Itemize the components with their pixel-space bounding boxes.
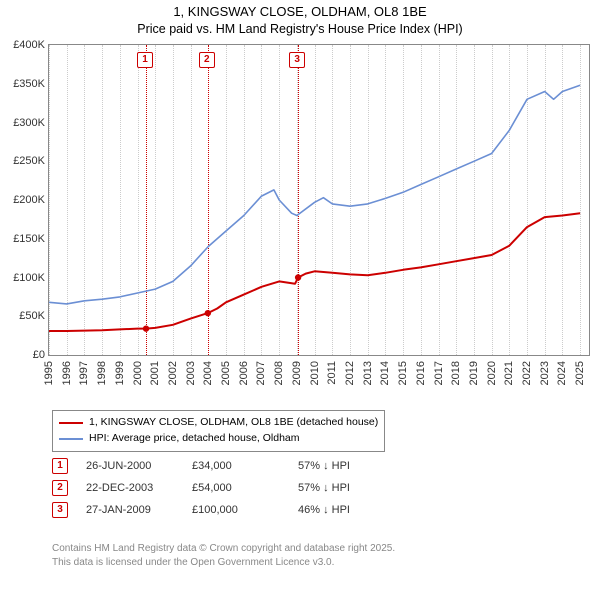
sale-point (295, 274, 301, 280)
chart-title: 1, KINGSWAY CLOSE, OLDHAM, OL8 1BE Price… (0, 0, 600, 37)
event-marker-badge: 1 (137, 52, 153, 68)
x-tick-label: 2025 (574, 361, 586, 385)
event-badge: 3 (52, 502, 68, 518)
x-tick-label: 2020 (486, 361, 498, 385)
event-row: 3 27-JAN-2009 £100,000 46% ↓ HPI (52, 502, 386, 518)
legend-row: 1, KINGSWAY CLOSE, OLDHAM, OL8 1BE (deta… (59, 415, 378, 431)
x-tick-label: 2023 (539, 361, 551, 385)
sale-point (205, 310, 211, 316)
legend: 1, KINGSWAY CLOSE, OLDHAM, OL8 1BE (deta… (52, 410, 385, 452)
x-tick-label: 2024 (556, 361, 568, 385)
x-tick-label: 2011 (326, 361, 338, 385)
event-delta: 46% ↓ HPI (298, 504, 386, 516)
event-badge: 1 (52, 458, 68, 474)
y-tick-label: £350K (13, 78, 45, 90)
x-tick-label: 2015 (397, 361, 409, 385)
x-tick-label: 1999 (114, 361, 126, 385)
y-tick-label: £100K (13, 272, 45, 284)
event-price: £100,000 (192, 504, 280, 516)
x-tick-label: 2007 (255, 361, 267, 385)
x-tick-label: 2009 (291, 361, 303, 385)
event-row: 2 22-DEC-2003 £54,000 57% ↓ HPI (52, 480, 386, 496)
sale-point (143, 325, 149, 331)
event-delta: 57% ↓ HPI (298, 460, 386, 472)
legend-swatch (59, 422, 83, 424)
event-date: 22-DEC-2003 (86, 482, 174, 494)
title-line-1: 1, KINGSWAY CLOSE, OLDHAM, OL8 1BE (0, 4, 600, 21)
y-tick-label: £250K (13, 155, 45, 167)
event-price: £34,000 (192, 460, 280, 472)
plot-area: £0£50K£100K£150K£200K£250K£300K£350K£400… (48, 44, 590, 356)
footer-line-1: Contains HM Land Registry data © Crown c… (52, 542, 395, 556)
footer-line-2: This data is licensed under the Open Gov… (52, 556, 395, 570)
event-badge: 2 (52, 480, 68, 496)
x-tick-label: 2000 (132, 361, 144, 385)
x-tick-label: 2017 (433, 361, 445, 385)
x-tick-label: 1996 (61, 361, 73, 385)
x-tick-label: 2016 (415, 361, 427, 385)
event-delta: 57% ↓ HPI (298, 482, 386, 494)
y-tick-label: £0 (33, 349, 45, 361)
y-tick-label: £200K (13, 194, 45, 206)
x-tick-label: 2014 (379, 361, 391, 385)
legend-label: 1, KINGSWAY CLOSE, OLDHAM, OL8 1BE (deta… (89, 415, 378, 431)
x-tick-label: 2013 (362, 361, 374, 385)
y-tick-label: £150K (13, 233, 45, 245)
event-marker-badge: 2 (199, 52, 215, 68)
x-tick-label: 2003 (185, 361, 197, 385)
attribution-footer: Contains HM Land Registry data © Crown c… (52, 542, 395, 569)
x-tick-label: 2008 (273, 361, 285, 385)
series-svg (49, 45, 589, 355)
x-tick-label: 1995 (43, 361, 55, 385)
legend-swatch (59, 438, 83, 440)
x-tick-label: 2019 (468, 361, 480, 385)
title-line-2: Price paid vs. HM Land Registry's House … (0, 21, 600, 37)
legend-row: HPI: Average price, detached house, Oldh… (59, 431, 378, 447)
x-tick-label: 2021 (503, 361, 515, 385)
event-row: 1 26-JUN-2000 £34,000 57% ↓ HPI (52, 458, 386, 474)
y-tick-label: £300K (13, 117, 45, 129)
event-date: 27-JAN-2009 (86, 504, 174, 516)
x-tick-label: 1998 (96, 361, 108, 385)
x-tick-label: 2022 (521, 361, 533, 385)
event-price: £54,000 (192, 482, 280, 494)
x-tick-label: 1997 (78, 361, 90, 385)
chart-page: { "title_line1": "1, KINGSWAY CLOSE, OLD… (0, 0, 600, 590)
y-tick-label: £50K (19, 310, 45, 322)
x-tick-label: 2018 (450, 361, 462, 385)
y-tick-label: £400K (13, 39, 45, 51)
x-tick-label: 2002 (167, 361, 179, 385)
event-marker-badge: 3 (289, 52, 305, 68)
event-date: 26-JUN-2000 (86, 460, 174, 472)
x-tick-label: 2006 (238, 361, 250, 385)
x-tick-label: 2010 (309, 361, 321, 385)
x-tick-label: 2001 (149, 361, 161, 385)
x-tick-label: 2004 (202, 361, 214, 385)
series-line (49, 213, 580, 331)
sale-events-table: 1 26-JUN-2000 £34,000 57% ↓ HPI 2 22-DEC-2003… (52, 458, 386, 524)
x-tick-label: 2005 (220, 361, 232, 385)
legend-label: HPI: Average price, detached house, Oldh… (89, 431, 300, 447)
x-tick-label: 2012 (344, 361, 356, 385)
